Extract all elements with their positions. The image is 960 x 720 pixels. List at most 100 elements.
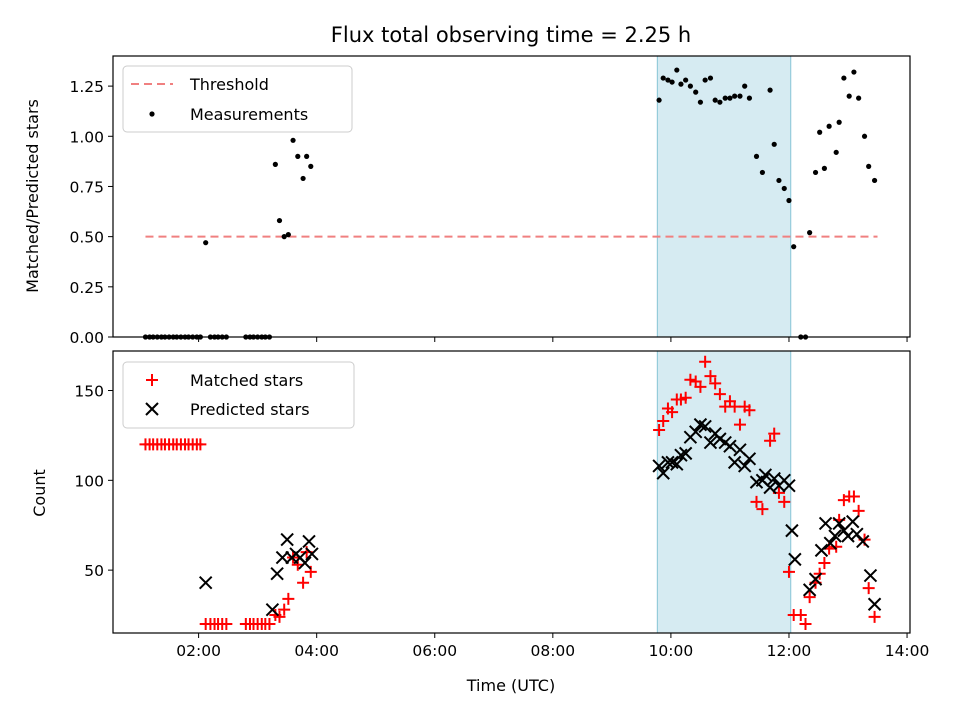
matched-stars-point-67 [803, 591, 816, 604]
predicted-stars-point-1 [265, 602, 280, 617]
matched-stars-point-48 [704, 370, 717, 383]
predicted-stars-point-21 [698, 419, 712, 434]
bottom-axes: 50 100 150 02:00 04:00 06:00 08:00 10:00 12:00 14… [74, 350, 930, 660]
predicted-stars-point-2 [270, 567, 284, 581]
predicted-stars-point-39 [785, 523, 799, 538]
matched-stars-point-60 [768, 427, 781, 440]
matched-stars-point-57 [750, 495, 763, 508]
matched-stars-point-14 [194, 438, 207, 451]
measurements-point-76 [851, 69, 857, 75]
measurements-point-29 [276, 217, 283, 224]
measurements-point-32 [290, 137, 296, 143]
top-panel: 0.00 0.25 0.50 0.75 1.00 1.25 Matched/Predict… [23, 55, 911, 347]
predicted-stars-point-26 [723, 439, 737, 453]
measurements-point-15 [203, 240, 209, 246]
predicted-stars-point-27 [727, 455, 742, 470]
series-predicted-stars [198, 417, 882, 617]
measurements-point-60 [771, 141, 777, 147]
series-measurements [142, 67, 878, 340]
xtick-label-0: 02:00 [176, 642, 221, 660]
measurements-point-61 [776, 177, 782, 184]
matched-stars-point-27 [263, 618, 276, 631]
bottom-panel: 50 100 150 02:00 04:00 06:00 08:00 10:00 12:00 14… [30, 350, 930, 695]
measurements-point-78 [861, 133, 868, 139]
measurements-point-69 [817, 129, 823, 135]
measurements-point-55 [742, 83, 748, 89]
predicted-stars-point-3 [275, 550, 290, 565]
chart-title: Flux total observing time = 2.25 h [331, 23, 691, 47]
predicted-stars-point-38 [782, 479, 796, 493]
bot-ytick-label-0: 50 [84, 562, 104, 580]
matched-stars-point-47 [699, 355, 712, 368]
measurements-point-45 [693, 89, 699, 95]
matched-stars-point-40 [666, 406, 679, 419]
predicted-stars-point-9 [302, 534, 316, 549]
measurements-point-41 [674, 67, 680, 73]
predicted-stars-point-33 [758, 468, 773, 482]
measurements-point-33 [295, 153, 301, 159]
legend-predicted-label: Predicted stars [190, 400, 310, 419]
top-ytick-label-2: 0.50 [69, 229, 104, 247]
matched-stars-point-34 [297, 576, 310, 589]
matched-stars-point-70 [818, 556, 831, 569]
matched-stars-point-56 [743, 404, 756, 417]
xtick-label-6: 14:00 [885, 642, 930, 660]
xtick-label-5: 12:00 [767, 642, 812, 660]
matched-stars-point-50 [713, 388, 726, 401]
bot-ytick-label-1: 100 [74, 472, 104, 490]
measurements-point-42 [678, 81, 684, 87]
measurements-point-46 [697, 99, 704, 105]
legend-measurements-label: Measurements [190, 105, 308, 124]
matched-stars-point-38 [657, 415, 670, 428]
predicted-stars-point-22 [703, 435, 718, 450]
predicted-stars-point-42 [808, 572, 823, 586]
matched-stars-point-66 [799, 618, 812, 631]
predicted-stars-point-14 [665, 455, 679, 470]
measurements-point-28 [272, 161, 278, 167]
matched-stars-point-59 [764, 434, 777, 447]
xtick-label-1: 04:00 [294, 642, 339, 660]
matched-stars-point-63 [782, 565, 795, 578]
predicted-stars-point-10 [305, 547, 319, 561]
predicted-stars-point-29 [737, 459, 752, 473]
measurements-point-49 [712, 97, 718, 103]
measurements-point-73 [836, 119, 842, 125]
predicted-stars-point-20 [693, 417, 708, 432]
measurements-point-71 [826, 123, 832, 129]
matched-stars-point-80 [868, 610, 881, 623]
predicted-stars-point-45 [823, 536, 838, 550]
measurements-point-68 [812, 169, 819, 176]
matched-stars-point-46 [694, 380, 707, 393]
matched-stars-point-54 [733, 418, 746, 431]
measurements-point-63 [786, 197, 792, 204]
predicted-stars-point-15 [670, 457, 684, 471]
legend-matched-label: Matched stars [190, 371, 303, 390]
measurements-point-80 [871, 177, 878, 184]
measurements-point-44 [687, 83, 693, 89]
top-measurement-points [142, 67, 878, 340]
matched-stars-point-72 [830, 540, 843, 553]
top-ytick-label-5: 1.25 [69, 78, 104, 96]
measurements-point-48 [707, 75, 714, 81]
measurements-point-50 [717, 99, 723, 105]
predicted-stars-point-41 [802, 583, 817, 597]
predicted-stars-point-46 [828, 529, 842, 543]
measurements-point-52 [727, 95, 733, 101]
matched-stars-point-65 [794, 609, 807, 622]
bottom-legend-frame [122, 361, 355, 429]
top-legend: Threshold Measurements [122, 65, 353, 133]
measurements-point-79 [866, 163, 872, 169]
measurements-point-36 [308, 163, 314, 169]
measurements-point-74 [841, 75, 847, 81]
bottom-legend: Matched stars Predicted stars [122, 361, 355, 429]
measurements-point-40 [669, 79, 675, 85]
measurements-point-39 [665, 77, 671, 83]
xtick-label-4: 10:00 [649, 642, 694, 660]
bot-shaded-interval [656, 350, 792, 634]
predicted-stars-point-44 [818, 516, 833, 531]
xtick-label-2: 06:00 [412, 642, 457, 660]
predicted-stars-point-4 [280, 532, 294, 547]
predicted-stars-point-19 [688, 425, 703, 439]
matched-stars-point-43 [679, 391, 692, 404]
top-ytick-label-3: 0.75 [69, 178, 104, 196]
